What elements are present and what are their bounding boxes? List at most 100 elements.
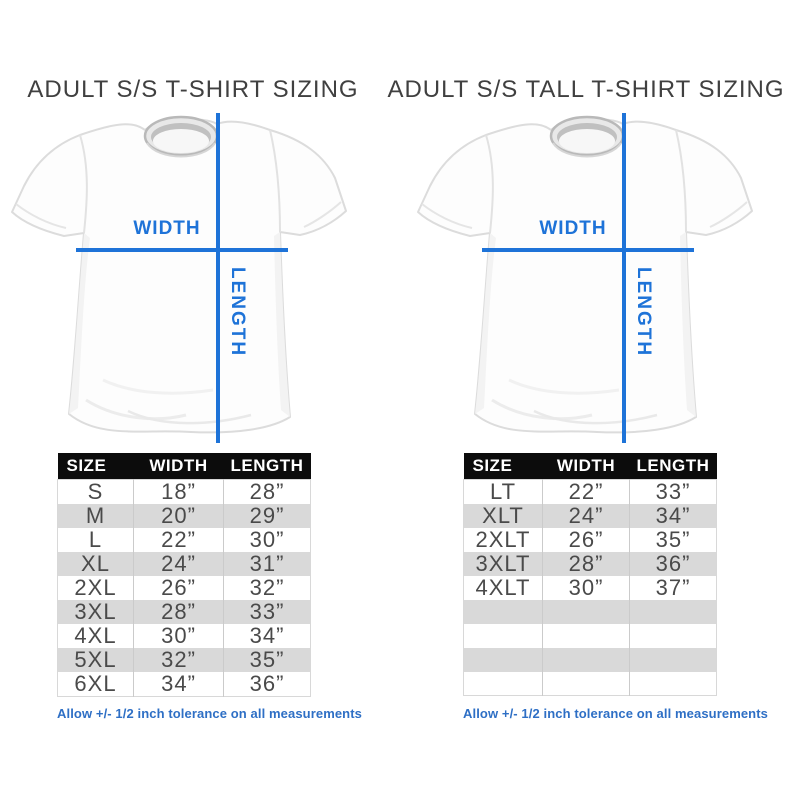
tshirt-diagram: WIDTH LENGTH [8, 112, 378, 450]
table-row: M 20” 29” [57, 502, 311, 528]
table-row: 2XLT 26” 35” [464, 526, 717, 552]
table-cell: 26” [133, 575, 224, 600]
table-cell [464, 624, 543, 648]
table-cell: 24” [133, 551, 224, 576]
table-cell: 33” [223, 599, 311, 624]
table-cell [629, 623, 717, 648]
table-row: L 22” 30” [58, 526, 311, 552]
table-cell: M [85, 502, 106, 528]
table-cell: LT [489, 478, 517, 504]
table-row: XL 24” 31” [57, 550, 311, 576]
tolerance-note: Allow +/- 1/2 inch tolerance on all meas… [463, 706, 768, 721]
table-cell [542, 647, 630, 672]
sizing-panel-regular: ADULT S/S T-SHIRT SIZING WIDTH LENGTH [8, 0, 378, 800]
table-cell [629, 671, 717, 696]
table-cell: 6XL [74, 670, 117, 696]
table-cell: 5XL [74, 646, 117, 672]
table-cell: 22” [542, 479, 630, 504]
table-cell [542, 671, 630, 696]
table-cell: 36” [223, 671, 311, 696]
table-cell: 32” [223, 575, 311, 600]
table-row [464, 671, 717, 696]
col-header-width: WIDTH [542, 453, 630, 479]
tolerance-note: Allow +/- 1/2 inch tolerance on all meas… [57, 706, 362, 721]
table-cell: 34” [133, 671, 224, 696]
table-row: 4XL 30” 34” [58, 622, 311, 648]
table-cell: 37” [629, 575, 717, 600]
table-cell: 28” [542, 551, 630, 576]
table-cell: 35” [223, 647, 311, 672]
table-cell: 4XL [74, 622, 117, 648]
table-row: XLT 24” 34” [463, 502, 717, 528]
table-row [463, 599, 717, 624]
table-cell: 31” [223, 551, 311, 576]
col-header-length: LENGTH [223, 453, 311, 479]
table-cell: 29” [223, 503, 311, 528]
table-row: 2XL 26” 32” [58, 574, 311, 600]
col-header-length: LENGTH [629, 453, 717, 479]
table-cell [464, 600, 543, 624]
length-measure-line [622, 113, 626, 443]
width-label: WIDTH [133, 218, 201, 239]
length-label: LENGTH [633, 267, 654, 358]
table-header-row: SIZE WIDTH LENGTH [57, 453, 311, 479]
table-cell: 36” [629, 551, 717, 576]
table-cell: XLT [482, 502, 524, 528]
table-row: 3XLT 28” 36” [463, 550, 717, 576]
table-row: 3XL 28” 33” [57, 598, 311, 624]
length-measure-line [216, 113, 220, 443]
table-cell: 3XL [74, 598, 117, 624]
table-cell [542, 599, 630, 624]
table-cell: 33” [629, 479, 717, 504]
table-cell: 30” [542, 575, 630, 600]
table-header-row: SIZE WIDTH LENGTH [463, 453, 717, 479]
table-body: S 18” 28” M 20” 29” L 22” 30” XL 24” 31” 2XL 26” 32” 3X… [57, 479, 311, 696]
table-cell: 22” [133, 527, 224, 552]
table-cell [464, 648, 543, 672]
col-header-size: SIZE [463, 453, 543, 479]
table-cell: 18” [133, 479, 224, 504]
table-cell: 34” [223, 623, 311, 648]
table-cell: 2XL [74, 574, 117, 600]
table-row: 4XLT 30” 37” [464, 575, 717, 600]
table-cell: 35” [629, 527, 717, 552]
table-row: LT 22” 33” [464, 479, 717, 504]
tshirt-diagram: WIDTH LENGTH [414, 112, 784, 450]
width-measure-line [76, 248, 288, 252]
table-cell: S [87, 478, 104, 504]
table-row: 5XL 32” 35” [57, 646, 311, 672]
table-cell [629, 599, 717, 624]
table-cell: 20” [133, 503, 224, 528]
length-label: LENGTH [227, 267, 248, 358]
table-cell [542, 623, 630, 648]
col-header-size: SIZE [57, 453, 134, 479]
tshirt-graphic [417, 115, 753, 434]
table-row [464, 623, 717, 648]
table-cell: XL [81, 550, 110, 576]
table-cell [629, 647, 717, 672]
table-cell: 26” [542, 527, 630, 552]
sizing-panel-tall: ADULT S/S TALL T-SHIRT SIZING WIDTH LENG… [387, 0, 784, 800]
table-cell: 3XLT [475, 550, 531, 576]
table-cell: 32” [133, 647, 224, 672]
table-row: 6XL 34” 36” [58, 670, 311, 696]
width-measure-line [482, 248, 694, 252]
table-cell: 2XLT [475, 526, 531, 552]
table-cell: 24” [542, 503, 630, 528]
table-cell: 30” [223, 527, 311, 552]
table-cell: L [88, 526, 103, 552]
size-table-regular: SIZE WIDTH LENGTH S 18” 28” M 20” 29” L 22” 30” X… [57, 453, 311, 697]
table-cell: 28” [223, 479, 311, 504]
table-cell: 34” [629, 503, 717, 528]
table-cell: 30” [133, 623, 224, 648]
table-body: LT 22” 33” XLT 24” 34” 2XLT 26” 35” 3XLT 28” 36” 4XL… [463, 479, 717, 696]
width-label: WIDTH [539, 218, 607, 239]
table-row: S 18” 28” [58, 479, 311, 504]
panel-title: ADULT S/S T-SHIRT SIZING [27, 76, 359, 103]
table-row [463, 647, 717, 672]
table-cell: 28” [133, 599, 224, 624]
table-cell [464, 672, 543, 696]
tshirt-graphic [11, 115, 347, 434]
panel-title: ADULT S/S TALL T-SHIRT SIZING [387, 76, 785, 103]
col-header-width: WIDTH [133, 453, 224, 479]
